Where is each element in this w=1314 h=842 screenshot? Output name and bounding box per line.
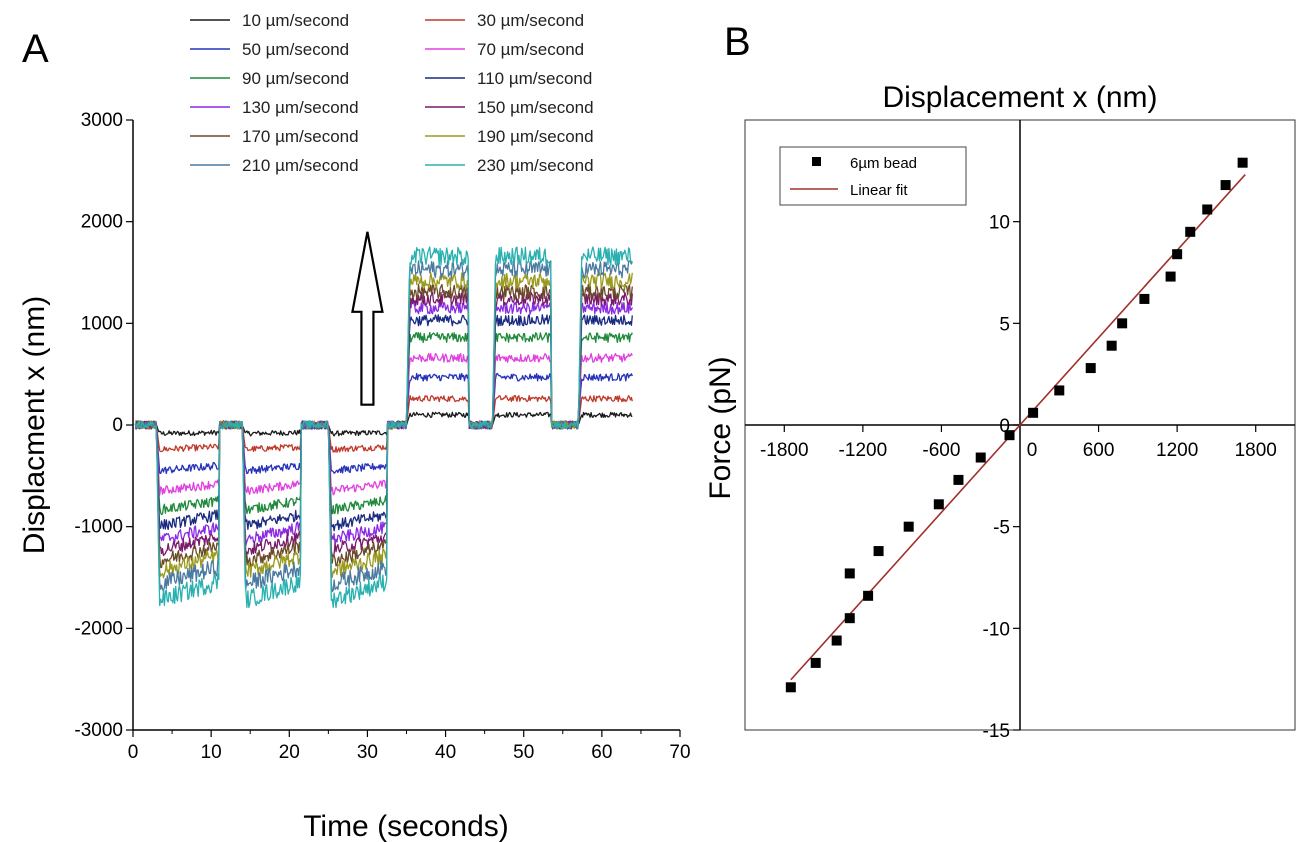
panel-a: A 0 10 20 30 40 50 60 70 -3000 -2000 -1000 0 1000 200… xyxy=(18,11,691,842)
panel-b-data-point xyxy=(1106,340,1117,351)
panel-b-y-tick-label: -10 xyxy=(983,619,1010,640)
panel-b-data-point xyxy=(863,590,874,601)
panel-a-legend-label: 70 µm/second xyxy=(477,40,584,59)
panel-b-x-tick-label: 1200 xyxy=(1156,440,1198,461)
panel-b-x-tick-label: 0 xyxy=(1027,440,1038,461)
panel-b-x-tick-label: -1200 xyxy=(839,440,888,461)
panel-a-legend-label: 150 µm/second xyxy=(477,98,594,117)
panel-b-scatter-points xyxy=(785,157,1248,693)
panel-a-y-tick-label: -1000 xyxy=(74,517,123,538)
panel-a-y-tick-label: -3000 xyxy=(74,720,123,741)
panel-a-y-tick-label: 1000 xyxy=(81,313,123,334)
panel-b-data-point xyxy=(1165,271,1176,282)
panel-a-legend-label: 110 µm/second xyxy=(477,69,592,88)
panel-b-x-tick-label: -600 xyxy=(922,440,960,461)
panel-b-legend-marker xyxy=(812,157,821,166)
panel-a-legend-label: 90 µm/second xyxy=(242,69,349,88)
panel-a-legend-label: 50 µm/second xyxy=(242,40,349,59)
panel-a-x-tick-label: 50 xyxy=(513,742,534,763)
panel-a-x-axis-label: Time (seconds) xyxy=(303,810,509,842)
panel-a-series-lines xyxy=(134,246,633,609)
panel-b: B Displacement x (nm) -1800 -1200 -600 600 1… xyxy=(704,20,1296,742)
panel-b-legend-label: Linear fit xyxy=(850,182,908,199)
panel-b-data-point xyxy=(975,452,986,463)
panel-b-y-tick-label: 0 xyxy=(999,416,1010,437)
panel-a-x-tick-label: 60 xyxy=(591,742,612,763)
panel-a-series-line xyxy=(134,411,633,437)
panel-a-y-axis-label: Displacment x (nm) xyxy=(18,296,51,554)
panel-b-data-point xyxy=(1054,385,1065,396)
panel-b-data-point xyxy=(1185,226,1196,237)
panel-a-x-tick-label: 10 xyxy=(201,742,222,763)
panel-a-x-tick-label: 70 xyxy=(669,742,690,763)
panel-b-axes: -1800 -1200 -600 600 1200 1800 0 -15 -10 -5 0 5 10 xyxy=(744,119,1296,742)
panel-b-legend-box xyxy=(779,146,967,206)
panel-b-x-tick-label: 600 xyxy=(1083,440,1115,461)
panel-a-legend-label: 30 µm/second xyxy=(477,11,584,30)
panel-b-x-tick-label: 1800 xyxy=(1235,440,1277,461)
panel-b-title: Displacement x (nm) xyxy=(882,81,1157,114)
panel-a-arrow-annotation xyxy=(351,231,384,406)
panel-b-data-point xyxy=(785,682,796,693)
panel-label-b: B xyxy=(724,20,751,64)
panel-a-y-tick-label: -2000 xyxy=(74,618,123,639)
panel-b-data-point xyxy=(844,568,855,579)
panel-b-data-point xyxy=(1237,157,1248,168)
panel-a-x-tick-label: 40 xyxy=(435,742,456,763)
panel-b-legend-label: 6µm bead xyxy=(850,155,917,172)
panel-a-series-line xyxy=(135,331,633,516)
panel-b-data-point xyxy=(953,474,964,485)
panel-a-legend-label: 190 µm/second xyxy=(477,127,594,146)
panel-b-y-tick-label: -5 xyxy=(993,518,1010,539)
panel-a-x-tick-label: 0 xyxy=(128,742,139,763)
panel-a-series-line xyxy=(134,352,633,496)
panel-b-data-point xyxy=(831,635,842,646)
panel-a-legend-label: 10 µm/second xyxy=(242,11,349,30)
panel-a-legend-label: 170 µm/second xyxy=(242,127,359,146)
panel-b-data-point xyxy=(1172,249,1183,260)
panel-b-y-tick-label: 5 xyxy=(999,314,1010,335)
panel-a-series-line xyxy=(134,246,633,609)
panel-a-series-line xyxy=(134,372,633,475)
panel-b-x-tick-label: -1800 xyxy=(760,440,809,461)
panel-b-data-point xyxy=(873,546,884,557)
panel-a-axes: 0 10 20 30 40 50 60 70 -3000 -2000 -1000 0 1000 2000 3… xyxy=(74,110,690,763)
panel-b-data-point xyxy=(1220,180,1231,191)
panel-b-data-point xyxy=(933,499,944,510)
panel-b-data-point xyxy=(1202,204,1213,215)
panel-b-y-tick-label: 10 xyxy=(989,213,1010,234)
up-arrow-icon xyxy=(351,231,384,406)
panel-a-series-line xyxy=(134,301,633,546)
panel-a-legend-label: 230 µm/second xyxy=(477,156,594,175)
panel-b-data-point xyxy=(844,613,855,624)
panel-b-data-point xyxy=(1004,430,1015,441)
panel-b-data-point xyxy=(1028,407,1039,418)
panel-a-legend-label: 210 µm/second xyxy=(242,156,359,175)
panel-b-data-point xyxy=(1139,293,1150,304)
panel-label-a: A xyxy=(22,27,49,71)
panel-b-data-point xyxy=(1085,363,1096,374)
panel-b-data-point xyxy=(1117,318,1128,329)
panel-b-data-point xyxy=(810,657,821,668)
panel-b-y-tick-label: -15 xyxy=(983,721,1010,742)
panel-a-series-line xyxy=(134,394,633,453)
panel-a-legend-label: 130 µm/second xyxy=(242,98,359,117)
panel-a-y-tick-label: 0 xyxy=(112,415,123,436)
panel-a-x-tick-label: 30 xyxy=(357,742,378,763)
panel-a-legend: 10 µm/second 30 µm/second 50 µm/second 70 µ… xyxy=(190,11,594,175)
panel-a-series-line xyxy=(135,283,633,569)
panel-a-x-tick-label: 20 xyxy=(279,742,300,763)
panel-a-y-tick-label: 3000 xyxy=(81,110,123,131)
panel-b-data-point xyxy=(903,521,914,532)
panel-a-y-tick-label: 2000 xyxy=(81,212,123,233)
panel-b-y-axis-label: Force (pN) xyxy=(704,356,737,499)
panel-b-legend: 6µm bead Linear fit xyxy=(779,146,967,206)
